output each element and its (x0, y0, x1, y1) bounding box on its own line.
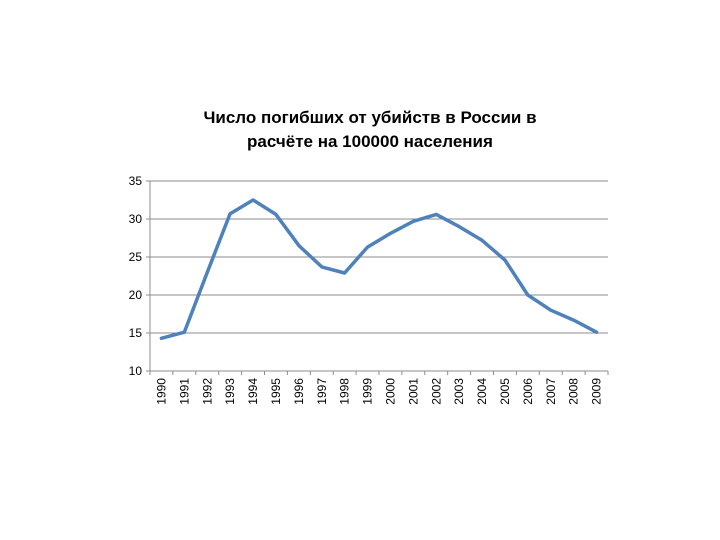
data-point (343, 271, 347, 275)
data-point (159, 336, 163, 340)
x-tick-label: 1993 (223, 378, 237, 405)
y-tick-label: 25 (129, 250, 143, 264)
x-tick-label: 2005 (498, 378, 512, 405)
gridlines (150, 180, 608, 334)
x-tick-label: 2008 (567, 378, 581, 405)
x-tick-label: 2009 (590, 378, 604, 405)
y-tick-labels: 10 15 20 25 30 35 (129, 174, 143, 378)
chart-title-line-2: расчёте на 100000 населения (247, 132, 493, 151)
axes (146, 180, 609, 375)
x-tick-labels: 1990 1991 1992 1993 1994 1995 1996 1997 1998 1999… (154, 378, 603, 405)
x-tick-label: 1996 (292, 378, 306, 405)
data-point (480, 238, 484, 242)
x-tick-label: 2002 (429, 378, 443, 405)
x-tick-label: 2003 (452, 378, 466, 405)
x-tick-label: 1995 (269, 378, 283, 405)
x-tick-label: 2001 (406, 378, 420, 405)
x-tick-label: 1999 (361, 378, 375, 405)
series-line (159, 198, 599, 341)
x-tick-label: 2000 (383, 378, 397, 405)
y-tick-label: 10 (129, 364, 143, 378)
y-tick-label: 20 (129, 288, 143, 302)
data-point (595, 330, 599, 334)
data-point (388, 231, 392, 235)
data-point (228, 212, 232, 216)
x-tick-label: 2004 (475, 378, 489, 405)
data-point (366, 245, 370, 249)
data-point (549, 308, 553, 312)
chart-title-line-1: Число погибших от убийств в России в (203, 108, 537, 127)
data-point (572, 318, 576, 322)
y-tick-label: 15 (129, 326, 143, 340)
series (159, 198, 599, 341)
data-point (457, 225, 461, 229)
data-point (251, 198, 255, 202)
data-point (503, 258, 507, 262)
data-point (526, 293, 530, 297)
x-tick-label: 1991 (177, 378, 191, 405)
data-point (434, 212, 438, 216)
data-point (182, 330, 186, 334)
data-point (411, 219, 415, 223)
x-tick-label: 1997 (315, 378, 329, 405)
data-point (274, 212, 278, 216)
y-tick-label: 30 (129, 212, 143, 226)
data-point (320, 265, 324, 269)
x-tick-label: 2006 (521, 378, 535, 405)
x-tick-label: 1992 (200, 378, 214, 405)
x-tick-label: 1998 (338, 378, 352, 405)
x-tick-label: 1994 (246, 378, 260, 405)
y-tick-label: 35 (129, 174, 143, 188)
chart-title: Число погибших от убийств в России в рас… (150, 106, 590, 154)
data-point (205, 270, 209, 274)
x-tick-label: 2007 (544, 378, 558, 405)
x-tick-label: 1990 (154, 378, 168, 405)
data-point (297, 244, 301, 248)
